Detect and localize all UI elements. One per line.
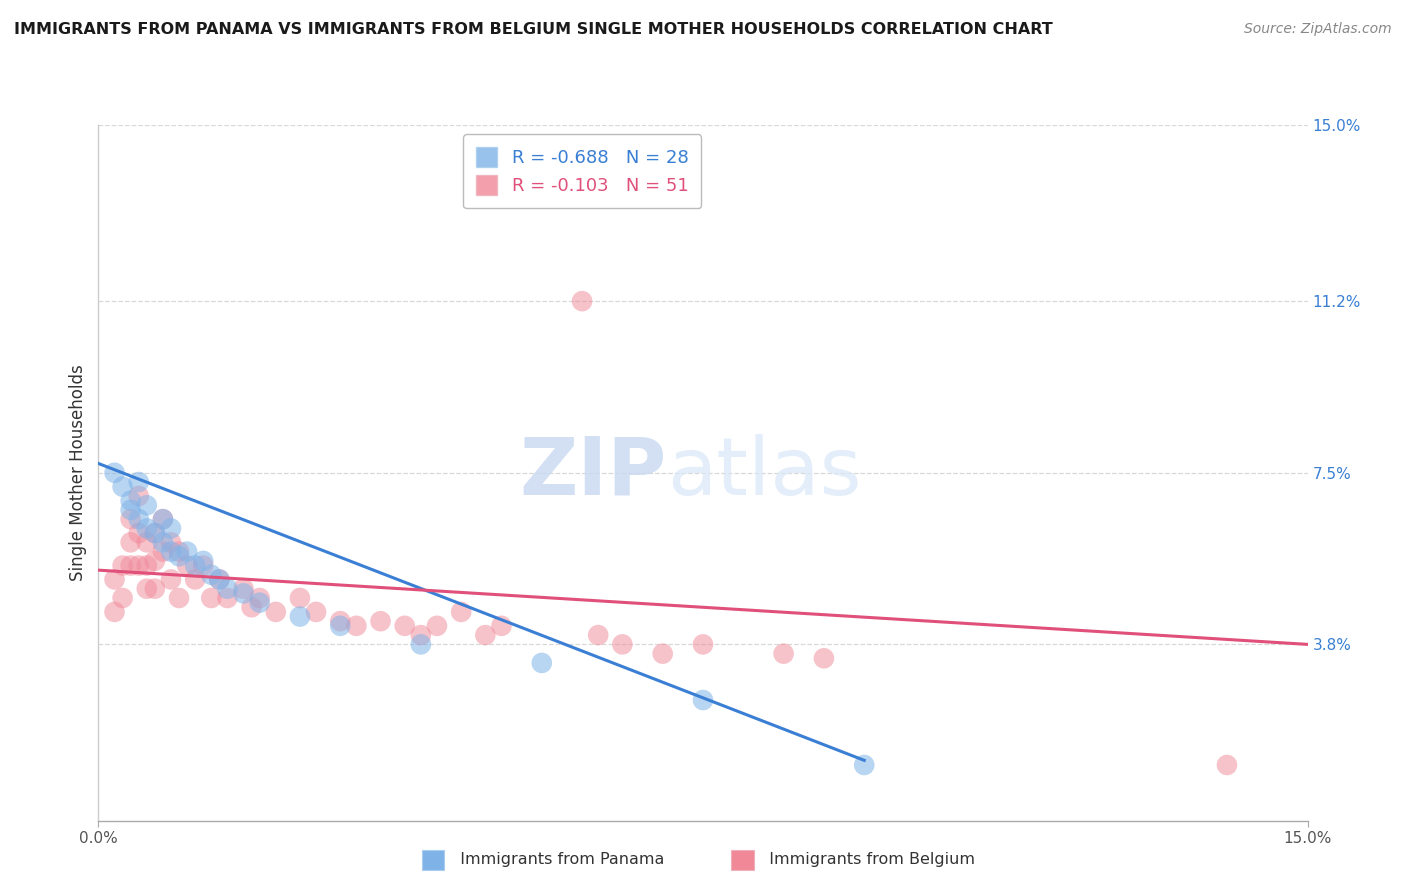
Point [200,591,222,605]
Point [450,605,472,619]
Point [184,573,207,587]
Point [491,619,513,633]
Point [103,605,125,619]
Point [135,558,157,573]
Point [176,558,198,573]
Text: Immigrants from Panama: Immigrants from Panama [450,853,664,867]
Point [135,535,157,549]
Point [692,693,714,707]
Point [152,512,174,526]
Point [167,544,190,558]
Legend: R = -0.688   N = 28, R = -0.103   N = 51: R = -0.688 N = 28, R = -0.103 N = 51 [463,134,702,208]
Point [217,582,239,596]
Point [305,605,328,619]
Point [103,466,125,480]
Point [232,582,254,596]
Point [135,582,157,596]
Point [249,596,271,610]
Point [152,544,174,558]
Point [120,503,142,517]
Point [692,637,714,651]
Point [111,480,134,494]
Point [288,591,311,605]
Point [651,647,673,661]
Point [853,758,876,772]
Point [143,554,166,568]
Point [329,614,352,628]
Point [344,619,367,633]
Point [240,600,263,615]
Point [1216,758,1239,772]
Point [120,535,142,549]
Point [143,526,166,541]
Point [160,521,183,535]
Point [813,651,835,665]
Point [160,535,183,549]
Point [128,475,150,489]
Point [409,637,432,651]
Text: ZIP: ZIP [519,434,666,512]
Point [208,573,231,587]
Point [217,591,239,605]
Point [160,544,183,558]
Point [184,558,207,573]
Point [200,567,222,582]
Point [128,512,150,526]
Y-axis label: Single Mother Households: Single Mother Households [69,365,87,581]
Point [329,619,352,633]
Point [264,605,287,619]
Text: Immigrants from Belgium: Immigrants from Belgium [759,853,976,867]
Point [571,294,593,309]
Point [152,535,174,549]
Point [120,493,142,508]
Point [586,628,609,642]
Point [128,526,150,541]
Point [426,619,449,633]
Point [394,619,416,633]
Point [193,554,215,568]
Text: IMMIGRANTS FROM PANAMA VS IMMIGRANTS FROM BELGIUM SINGLE MOTHER HOUSEHOLDS CORRE: IMMIGRANTS FROM PANAMA VS IMMIGRANTS FRO… [14,22,1053,37]
Point [176,544,198,558]
Point [474,628,496,642]
Text: Source: ZipAtlas.com: Source: ZipAtlas.com [1244,22,1392,37]
Point [160,573,183,587]
Point [111,558,134,573]
Point [232,586,254,600]
Point [249,591,271,605]
Point [128,489,150,503]
Point [370,614,392,628]
Point [409,628,432,642]
Point [143,582,166,596]
Point [167,591,190,605]
Point [208,573,231,587]
Point [143,526,166,541]
Point [103,573,125,587]
Point [135,498,157,512]
Point [120,558,142,573]
Point [167,549,190,564]
Point [111,591,134,605]
Point [288,609,311,624]
Text: atlas: atlas [666,434,860,512]
Point [193,558,215,573]
Point [120,512,142,526]
Point [612,637,634,651]
Point [152,512,174,526]
Point [530,656,553,670]
Point [128,558,150,573]
Point [135,521,157,535]
Point [772,647,794,661]
